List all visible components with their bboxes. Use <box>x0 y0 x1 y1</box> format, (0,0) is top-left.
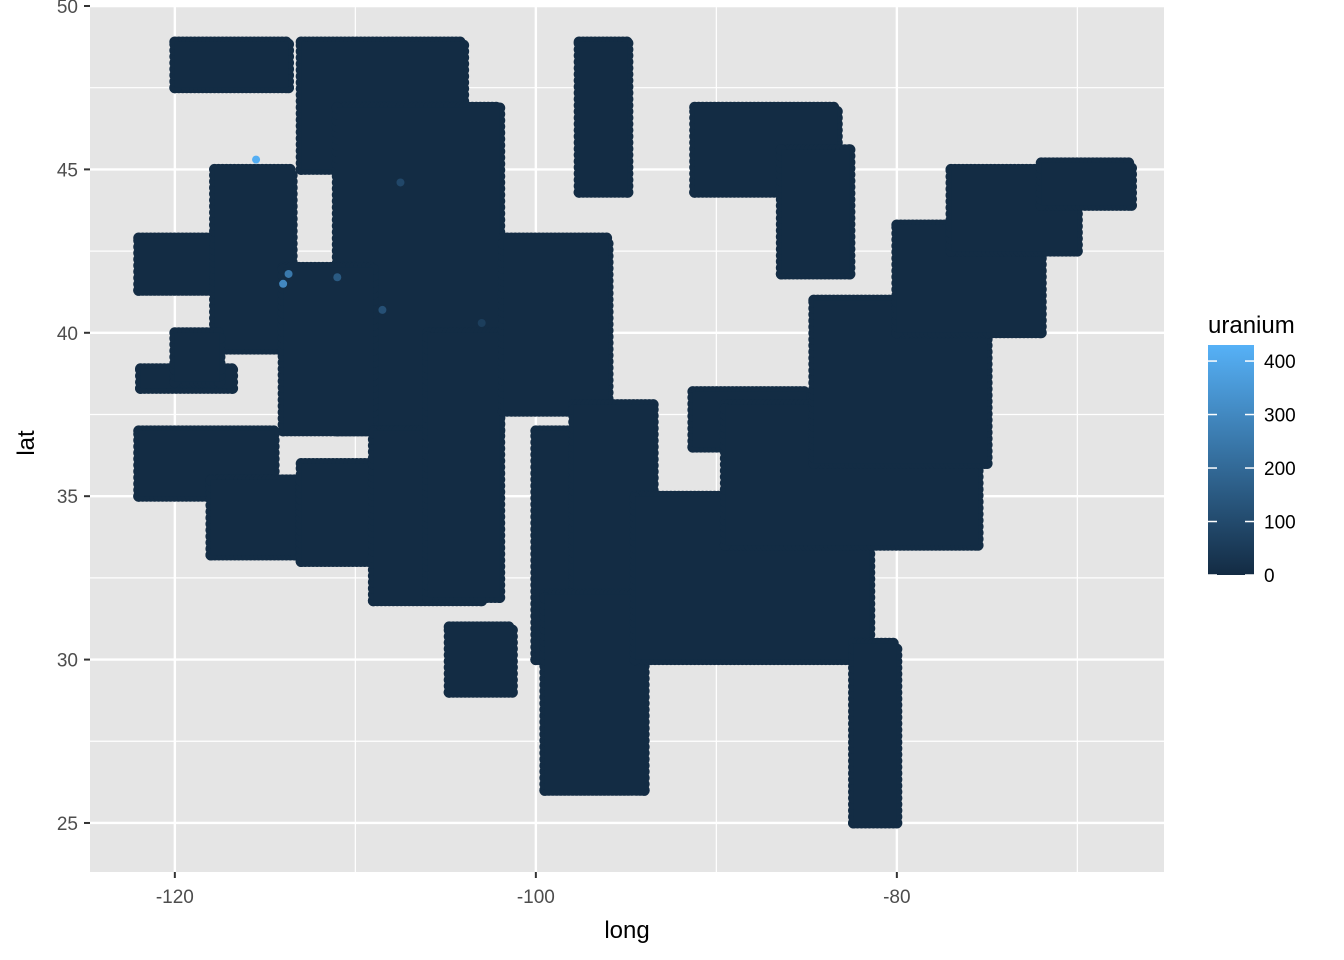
legend-colorbar <box>1208 345 1254 575</box>
data-point-cluster <box>210 479 296 556</box>
x-tick-label: -80 <box>883 887 910 908</box>
data-point-elevated <box>396 178 405 187</box>
x-tick-label: -100 <box>517 887 555 908</box>
data-point-cluster <box>301 463 374 562</box>
data-point-elevated <box>333 273 342 282</box>
legend-ticks: 0 100 200 300 400 <box>1208 352 1296 587</box>
data-point-elevated <box>284 269 293 278</box>
data-point-cluster <box>449 626 513 693</box>
data-point-cluster <box>283 267 374 431</box>
y-axis: 25 30 35 40 45 50 <box>57 0 90 835</box>
data-point-cluster <box>503 238 609 412</box>
data-point-elevated <box>477 318 486 327</box>
legend-tick-label: 200 <box>1264 459 1296 480</box>
data-point-elevated <box>279 279 288 288</box>
data-point-cluster <box>1041 162 1132 206</box>
data-point-cluster <box>853 643 897 823</box>
data-points <box>133 36 1138 829</box>
data-point-cluster <box>544 594 645 791</box>
data-point-cluster <box>781 149 850 274</box>
y-tick-label: 40 <box>57 324 78 345</box>
data-point-elevated <box>252 155 261 164</box>
data-point-cluster <box>427 332 500 598</box>
legend-title: uranium <box>1208 312 1295 339</box>
data-point-cluster <box>579 41 628 193</box>
y-tick-label: 50 <box>57 0 78 18</box>
legend: uranium 0 100 200 300 400 <box>1208 312 1296 587</box>
data-point-cluster <box>174 332 220 382</box>
y-tick-label: 45 <box>57 160 78 181</box>
x-tick-label: -120 <box>156 887 194 908</box>
data-point-elevated <box>378 305 387 314</box>
y-tick-label: 35 <box>57 487 78 508</box>
legend-tick-label: 400 <box>1264 352 1296 373</box>
y-tick-label: 25 <box>57 814 78 835</box>
y-axis-title: lat <box>13 430 40 456</box>
legend-tick-label: 0 <box>1264 566 1275 587</box>
data-point-cluster <box>174 41 289 88</box>
legend-tick-label: 300 <box>1264 406 1296 427</box>
x-axis: -120 -100 -80 <box>156 872 911 908</box>
x-axis-title: long <box>604 917 649 944</box>
y-tick-label: 30 <box>57 651 78 672</box>
legend-tick-label: 100 <box>1264 513 1296 534</box>
